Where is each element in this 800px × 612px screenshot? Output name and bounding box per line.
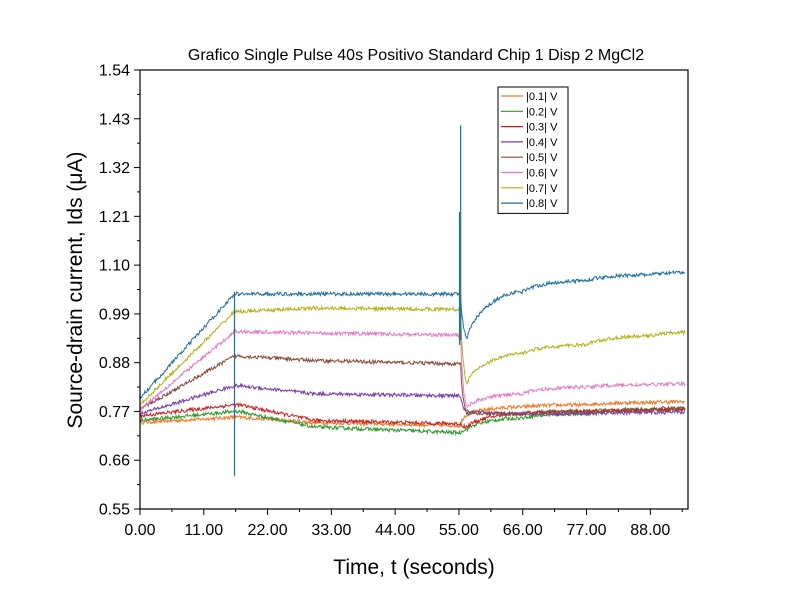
- x-tick-label: 0.00: [124, 522, 155, 539]
- y-tick-label: 0.55: [99, 502, 130, 519]
- legend-label: |0.1| V: [526, 91, 558, 103]
- y-tick-label: 1.32: [99, 160, 130, 177]
- legend-label: |0.2| V: [526, 106, 558, 118]
- plot-area: [139, 125, 686, 476]
- legend-label: |0.4| V: [526, 137, 558, 149]
- y-tick-label: 0.66: [99, 453, 130, 470]
- series-line: [139, 304, 686, 405]
- legend-label: |0.7| V: [526, 183, 558, 195]
- series-line: [139, 269, 686, 400]
- y-tick-label: 1.54: [99, 63, 130, 80]
- legend-label: |0.8| V: [526, 198, 558, 210]
- legend-label: |0.6| V: [526, 168, 558, 180]
- y-tick-label: 1.43: [99, 111, 130, 128]
- series-line: [139, 401, 686, 429]
- legend-box: [497, 86, 569, 214]
- plot-frame: [139, 69, 689, 510]
- x-tick-label: 22.00: [248, 522, 288, 539]
- x-tick-label: 77.00: [566, 522, 606, 539]
- x-tick-label: 66.00: [503, 522, 543, 539]
- legend: |0.1| V |0.2| V |0.3| V |0.4| V |0.5| V |0.6|…: [497, 86, 569, 214]
- x-axis-title: Time, t (seconds): [333, 556, 494, 579]
- series-line: [139, 354, 686, 417]
- x-tick-label: 11.00: [184, 522, 223, 539]
- legend-label: |0.3| V: [526, 122, 558, 134]
- series-line: [139, 399, 686, 429]
- y-tick-label: 0.88: [99, 355, 130, 372]
- series-line: [139, 382, 686, 418]
- y-tick-label: 1.21: [99, 209, 130, 226]
- x-axis-ticks: 0.00 11.00 22.00 33.00 44.00 55.00 66.00 77.00 8…: [124, 509, 683, 539]
- y-axis-title: Source-drain current, Ids (μA): [64, 151, 87, 428]
- y-tick-label: 0.77: [99, 404, 130, 421]
- legend-label: |0.5| V: [526, 152, 558, 164]
- x-tick-label: 33.00: [311, 522, 351, 539]
- y-tick-label: 1.10: [99, 258, 130, 275]
- y-tick-label: 0.99: [99, 306, 130, 323]
- x-tick-label: 88.00: [630, 522, 670, 539]
- y-axis-ticks: 0.55 0.66 0.77 0.88 0.99 1.10 1.21 1.32 1.43 1.54: [99, 63, 140, 519]
- x-tick-label: 44.00: [375, 522, 415, 539]
- x-tick-label: 55.00: [439, 522, 479, 539]
- chart-title: Grafico Single Pulse 40s Positivo Standa…: [188, 47, 644, 64]
- series-line: [139, 328, 686, 412]
